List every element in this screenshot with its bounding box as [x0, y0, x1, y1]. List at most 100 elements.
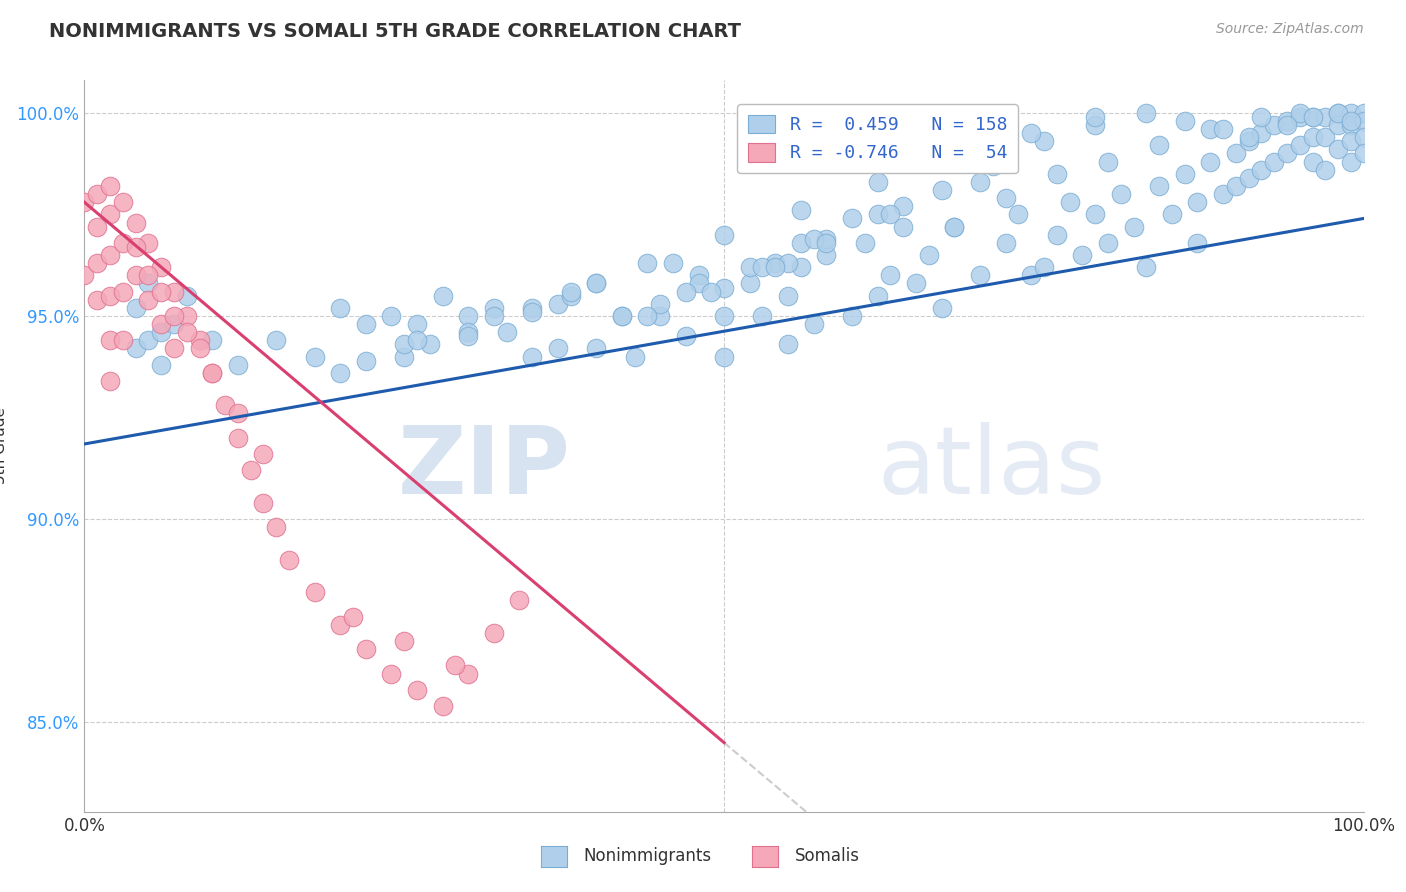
Point — [738, 277, 761, 291]
Point — [457, 329, 479, 343]
Point — [1353, 105, 1375, 120]
Point — [905, 277, 928, 291]
Point — [111, 195, 134, 210]
Point — [675, 329, 697, 343]
Point — [943, 219, 966, 234]
Point — [931, 301, 953, 315]
Point — [1340, 134, 1362, 148]
Point — [1199, 154, 1222, 169]
Point — [138, 268, 160, 283]
Point — [329, 301, 352, 315]
Point — [1187, 235, 1209, 250]
Point — [304, 350, 326, 364]
Point — [790, 260, 813, 275]
Point — [610, 309, 633, 323]
Point — [520, 301, 543, 315]
Point — [1315, 110, 1337, 124]
Point — [918, 248, 941, 262]
Point — [1019, 126, 1042, 140]
Point — [1288, 110, 1310, 124]
Point — [1135, 105, 1157, 120]
Point — [1225, 178, 1247, 193]
Point — [176, 309, 198, 323]
Point — [790, 203, 813, 218]
Point — [778, 256, 800, 270]
Point — [688, 268, 710, 283]
Text: Nonimmigrants: Nonimmigrants — [583, 847, 711, 865]
Point — [432, 288, 454, 302]
Point — [354, 353, 377, 368]
Point — [1032, 260, 1054, 275]
Point — [969, 268, 991, 283]
Point — [342, 609, 364, 624]
Point — [394, 634, 416, 648]
Point — [201, 366, 224, 380]
Point — [1212, 122, 1234, 136]
Point — [1212, 187, 1234, 202]
Point — [1302, 154, 1324, 169]
Point — [981, 159, 1004, 173]
Point — [815, 232, 838, 246]
Point — [623, 350, 645, 364]
Point — [790, 235, 813, 250]
Point — [1084, 110, 1107, 124]
Point — [879, 268, 901, 283]
Point — [713, 280, 735, 294]
Point — [994, 191, 1017, 205]
Point — [150, 285, 173, 299]
Point — [1109, 187, 1132, 202]
Point — [508, 593, 530, 607]
Point — [1046, 167, 1069, 181]
Point — [124, 240, 146, 254]
Point — [1097, 154, 1119, 169]
Point — [163, 285, 186, 299]
Point — [138, 293, 160, 307]
Point — [226, 431, 249, 445]
Point — [73, 268, 96, 283]
Point — [1327, 105, 1350, 120]
Point — [457, 309, 479, 323]
Point — [1071, 248, 1094, 262]
Point — [482, 301, 505, 315]
Point — [329, 366, 352, 380]
Point — [713, 350, 735, 364]
Point — [86, 187, 108, 202]
Text: Somalis: Somalis — [794, 847, 859, 865]
Point — [1275, 118, 1298, 132]
Point — [650, 309, 672, 323]
Point — [226, 358, 249, 372]
Point — [482, 309, 505, 323]
Point — [1327, 105, 1350, 120]
Point — [482, 626, 505, 640]
Point — [1340, 154, 1362, 169]
Point — [713, 309, 735, 323]
Point — [1122, 219, 1144, 234]
Point — [98, 374, 121, 388]
Point — [1315, 162, 1337, 177]
Point — [1263, 154, 1285, 169]
Point — [931, 183, 953, 197]
Point — [700, 285, 723, 299]
Point — [1353, 130, 1375, 145]
Point — [98, 288, 121, 302]
Point — [778, 337, 800, 351]
Point — [406, 682, 429, 697]
Point — [585, 342, 607, 356]
Point — [1353, 146, 1375, 161]
Point — [394, 350, 416, 364]
Point — [73, 195, 96, 210]
Point — [264, 334, 288, 348]
Point — [1007, 207, 1029, 221]
Point — [124, 268, 146, 283]
Point — [1288, 105, 1310, 120]
Point — [176, 288, 198, 302]
Point — [86, 293, 108, 307]
Point — [688, 277, 710, 291]
Point — [329, 617, 352, 632]
Point — [560, 288, 582, 302]
Point — [1250, 110, 1272, 124]
Point — [278, 553, 301, 567]
Point — [943, 151, 966, 165]
Point — [650, 297, 672, 311]
Point — [520, 305, 543, 319]
